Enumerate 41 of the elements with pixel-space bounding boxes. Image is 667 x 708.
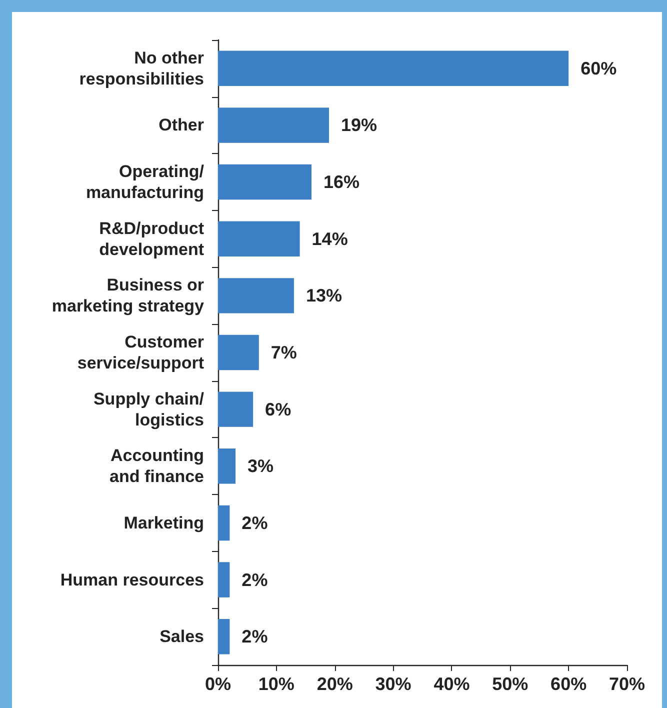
data-label: 2% <box>242 626 268 647</box>
data-label: 14% <box>312 228 348 249</box>
y-tick-label: Operating/ manufacturing <box>86 162 204 202</box>
data-label: 6% <box>265 399 292 420</box>
data-label: 19% <box>341 115 378 136</box>
x-tick-label: 60% <box>550 674 587 694</box>
x-tick-label: 30% <box>375 674 412 694</box>
data-label: 2% <box>242 512 268 533</box>
bar <box>218 334 259 370</box>
data-label: 7% <box>270 342 297 362</box>
data-label: 13% <box>306 286 342 306</box>
x-tick-label: 50% <box>492 674 528 694</box>
data-label: 16% <box>323 172 360 192</box>
bar <box>218 505 230 541</box>
data-label: 60% <box>580 58 617 78</box>
data-label: 2% <box>242 570 268 590</box>
y-tick-label: Customer service/support <box>77 332 204 372</box>
data-label: 3% <box>248 456 274 476</box>
bar <box>218 392 254 427</box>
bar <box>218 618 230 654</box>
x-tick-label: 0% <box>204 674 232 694</box>
y-tick-label: Accounting and finance <box>110 446 204 486</box>
y-tick-label: Other <box>158 116 204 135</box>
bar <box>218 221 300 256</box>
bar <box>218 108 330 143</box>
bar <box>218 164 312 200</box>
y-tick-label: Business or marketing strategy <box>52 276 205 316</box>
y-tick-label: Human resources <box>60 570 204 590</box>
x-tick-label: 40% <box>434 674 470 694</box>
x-tick-label: 10% <box>258 674 294 694</box>
y-tick-label: Marketing <box>124 513 204 532</box>
x-tick-label: 70% <box>608 674 646 694</box>
y-tick-label: No other responsibilities <box>79 48 204 88</box>
y-tick-label: R&D/product development <box>99 218 204 259</box>
bar <box>218 562 230 598</box>
bar <box>218 50 569 86</box>
bar <box>218 448 236 484</box>
bar <box>218 278 294 314</box>
x-tick-label: 20% <box>316 674 353 694</box>
y-tick-label: Sales <box>160 627 204 646</box>
y-tick-label: Supply chain/ logistics <box>93 389 204 430</box>
